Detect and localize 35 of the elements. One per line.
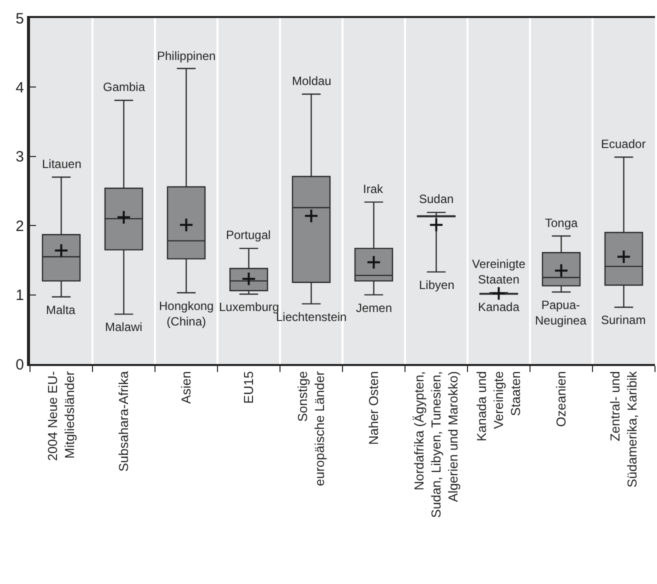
y-tick-label: 4 xyxy=(16,79,24,96)
x-tick-label: Sonstige europäische Länder xyxy=(295,370,327,486)
x-tick-label: Ozeanien xyxy=(553,371,568,427)
y-tick-label: 0 xyxy=(16,356,24,374)
annotation: Hongkong (China) xyxy=(159,299,214,329)
annotation: Philippinen xyxy=(157,49,216,63)
annotation: Jemen xyxy=(356,301,392,315)
x-tick-label: Asien xyxy=(178,371,194,404)
annotation: Tonga xyxy=(545,216,578,230)
annotation: Gambia xyxy=(103,80,146,94)
annotation: Portugal xyxy=(226,228,271,242)
annotation: Libyen xyxy=(419,278,454,292)
x-tick-label: Zentral- und Südamerika, Karibik xyxy=(608,370,640,488)
y-tick-label: 1 xyxy=(16,287,24,304)
y-tick-label: 3 xyxy=(16,148,24,166)
x-tick-label: 2004 Neue EU- Mitgliedsländer xyxy=(45,370,77,461)
annotation: Surinam xyxy=(601,313,646,327)
annotation: Kanada xyxy=(478,300,520,314)
annotation: Sudan xyxy=(419,192,454,206)
annotation: Moldau xyxy=(292,74,332,88)
annotation: Litauen xyxy=(42,157,82,171)
y-tick-label: 2 xyxy=(16,218,24,235)
annotation: Ecuador xyxy=(601,137,646,151)
y-tick-label: 5 xyxy=(16,10,24,28)
annotation: Vereinigte Staaten xyxy=(472,257,526,287)
x-tick-label: EU15 xyxy=(240,371,256,404)
annotation: Malawi xyxy=(105,320,142,334)
x-tick-label: Kanada und Vereinigte Staaten xyxy=(474,371,523,442)
x-tick-label: Nordafrika (Ägypten, Sudan, Libyen, Tunesien, Algerien und Marokko) xyxy=(412,371,460,518)
x-tick-label: Subsahara-Afrika xyxy=(116,370,131,472)
annotation: Malta xyxy=(46,303,76,317)
x-tick-label: Naher Osten xyxy=(366,371,381,445)
annotation: Papua- Neuginea xyxy=(535,298,587,328)
annotation: Irak xyxy=(363,182,384,196)
annotation: Luxemburg xyxy=(219,300,280,314)
